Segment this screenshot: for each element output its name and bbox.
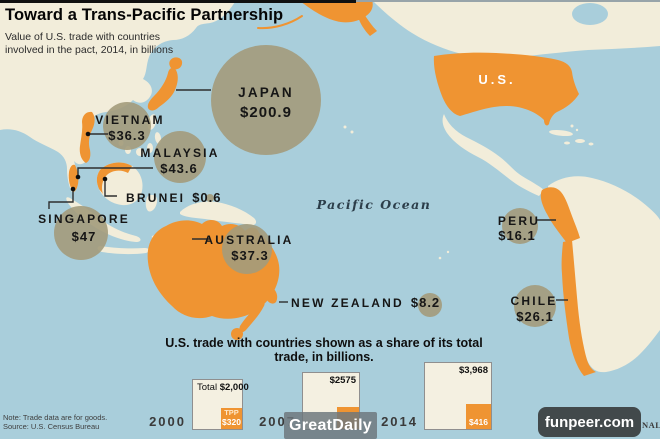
aleutian-islands — [257, 15, 303, 30]
brunei-trade-circle — [206, 194, 214, 202]
square-2007-total-label: $2575 — [329, 375, 356, 386]
top-rule-black — [0, 0, 356, 3]
singapore-value-label: $47 — [72, 229, 97, 244]
peru-name-label: PERU — [498, 214, 540, 228]
caribbean-islands — [549, 124, 594, 146]
hudson-bay — [572, 3, 608, 25]
chile-value-label: $26.1 — [516, 309, 554, 324]
land-java — [97, 246, 150, 255]
japan-trade-circle — [211, 45, 321, 155]
subtitle-line-2: involved in the pact, 2014, in billions — [5, 44, 174, 56]
year-label-2014: 2014 — [381, 414, 418, 429]
footnote: Note: Trade data are for goods. — [3, 413, 108, 422]
tpp-value: $320 — [222, 416, 241, 427]
singapore-marker-dot — [70, 186, 76, 192]
vietnam-value-label: $36.3 — [108, 128, 146, 143]
brunei-connector-line — [104, 181, 117, 197]
land-chile — [561, 240, 596, 376]
land-vietnam — [79, 111, 95, 163]
tpp-label: TPP — [224, 407, 239, 417]
chile-trade-circle — [514, 285, 556, 327]
trade-square-2014: $3,968 $416 — [424, 362, 492, 430]
peru-value-label: $16.1 — [498, 228, 536, 243]
us-label: U.S. — [478, 72, 515, 87]
vietnam-marker-dot — [85, 131, 91, 137]
partial-attribution-text: NAL. — [642, 420, 660, 430]
land-malaysia-borneo — [96, 162, 132, 194]
land-japan-honshu — [147, 67, 178, 111]
malaysia-trade-circle — [154, 131, 206, 183]
source-note: Source: U.S. Census Bureau — [3, 422, 100, 431]
malaysia-value-label: $43.6 — [160, 161, 198, 176]
land-alaska — [298, 0, 373, 23]
square-2000-total-label: Total $2,000 — [197, 382, 249, 393]
land-peru — [540, 187, 580, 243]
vietnam-trade-circle — [103, 102, 151, 150]
land-japan-hokkaido — [169, 57, 183, 70]
singapore-trade-circle — [54, 206, 108, 260]
land-alaska-panhandle — [358, 14, 377, 36]
new-zealand-trade-circle — [418, 293, 442, 317]
greatdaily-watermark: GreatDaily — [284, 412, 377, 439]
malaysia-connector-line — [77, 167, 153, 175]
land-nz-south — [239, 302, 265, 333]
pacific-ocean-label: Pacific Ocean — [316, 197, 432, 212]
japan-value-label: $200.9 — [240, 104, 292, 121]
land-malaysia-peninsula — [68, 164, 79, 192]
year-label-2000: 2000 — [149, 414, 186, 429]
land-mexico — [442, 114, 544, 196]
peru-trade-circle — [502, 208, 538, 244]
funpeer-watermark: funpeer.com — [538, 407, 641, 437]
square-2000-tpp-corner: TPP $320 — [221, 408, 242, 429]
land-united-states — [433, 52, 579, 126]
land-asia — [0, 0, 236, 192]
brunei-label: BRUNEI $0.6 — [126, 190, 222, 205]
tpp-value: $416 — [469, 416, 488, 427]
top-rule-gray — [356, 0, 660, 2]
vietnam-name-label: VIETNAM — [95, 113, 164, 127]
brunei-marker-dot — [102, 176, 108, 182]
land-new-guinea — [180, 201, 257, 226]
subtitle-line-1: Value of U.S. trade with countries — [5, 31, 161, 43]
land-south-america — [548, 176, 660, 373]
chile-name-label: CHILE — [511, 294, 558, 308]
japan-name-label: JAPAN — [238, 85, 294, 100]
trade-square-2000: Total $2,000 TPP $320 — [192, 379, 249, 430]
australia-name-label: AUSTRALIA — [204, 233, 293, 247]
share-chart-caption: U.S. trade with countries shown as a sha… — [165, 336, 483, 364]
land-sakhalin — [158, 19, 168, 41]
australia-trade-circle — [222, 224, 272, 274]
australia-value-label: $37.3 — [231, 248, 269, 263]
land-sulawesi — [145, 194, 158, 212]
malaysia-name-label: MALAYSIA — [140, 146, 219, 160]
new-zealand-label: NEW ZEALAND $8.2 — [291, 295, 440, 310]
pacific-islets — [343, 125, 450, 260]
singapore-connector-line — [48, 191, 74, 209]
land-nz-north — [263, 285, 278, 304]
malaysia-marker-dot — [75, 174, 81, 180]
square-2014-tpp-corner: $416 — [466, 404, 491, 429]
singapore-name-label: SINGAPORE — [38, 212, 130, 226]
square-2014-total-label: $3,968 — [458, 365, 488, 376]
page-title: Toward a Trans-Pacific Partnership — [5, 6, 284, 24]
